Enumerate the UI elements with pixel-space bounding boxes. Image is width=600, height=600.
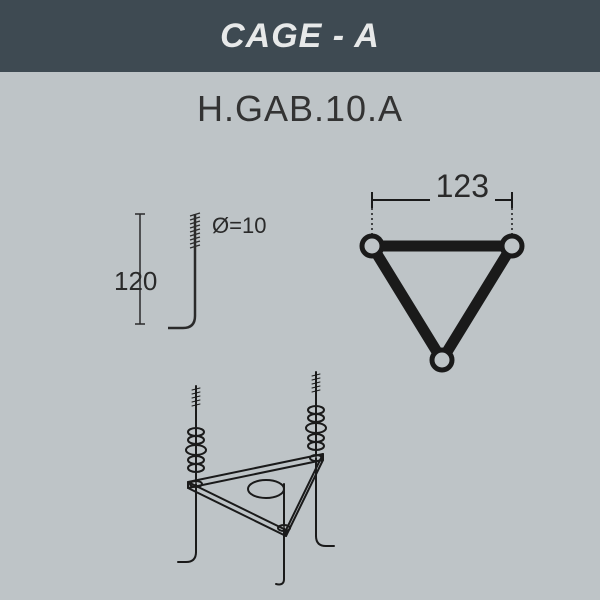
model-code: H.GAB.10.A <box>197 88 403 130</box>
triangle-width-label: 123 <box>430 168 495 205</box>
header-dark: CAGE - A <box>0 0 600 72</box>
bolt-diameter-label: Ø=10 <box>212 213 266 239</box>
product-title: CAGE - A <box>220 17 380 56</box>
isometric-exploded-view <box>148 364 378 589</box>
header-light: H.GAB.10.A <box>0 72 600 146</box>
spec-sheet: CAGE - A H.GAB.10.A <box>0 0 600 600</box>
triangle-top-view <box>342 182 542 392</box>
content-area: 120 Ø=10 123 <box>0 146 600 600</box>
bolt-length-label: 120 <box>114 266 157 297</box>
